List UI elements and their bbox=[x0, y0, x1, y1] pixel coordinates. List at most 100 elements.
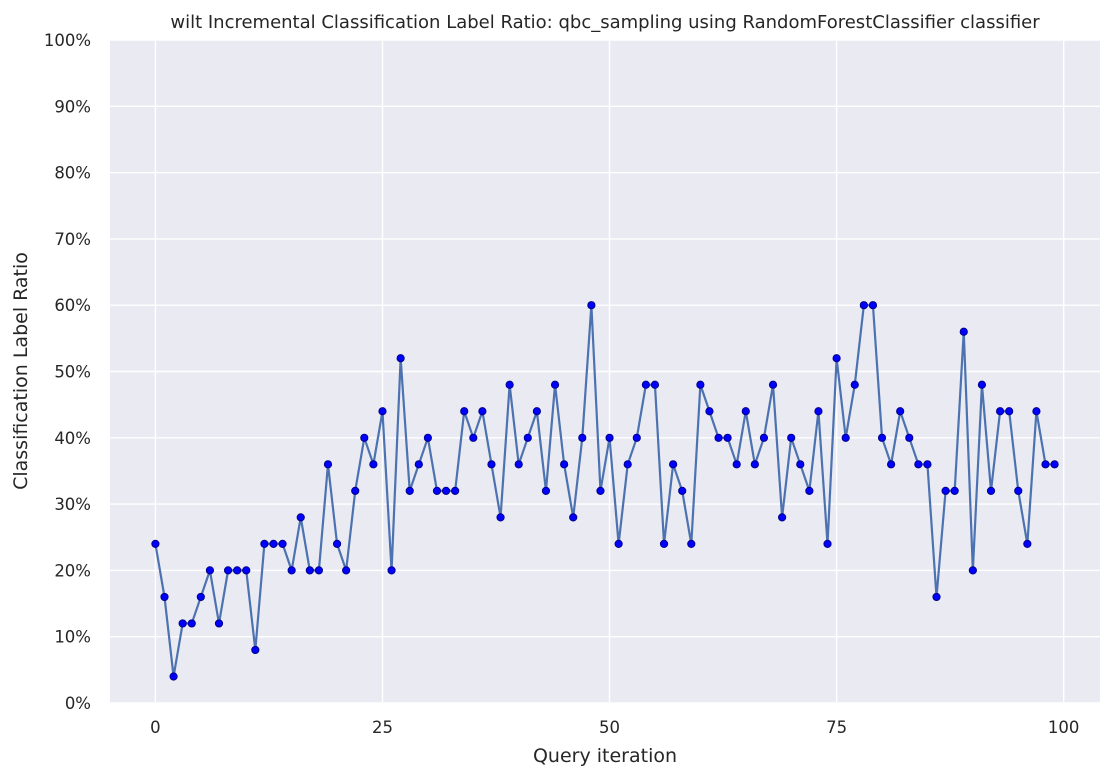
y-tick-labels: 0% 10% 20% 30% 40% 50% 60% 70% 80% 90% 100% bbox=[44, 31, 91, 713]
data-point bbox=[687, 539, 696, 548]
data-point bbox=[877, 433, 887, 442]
data-point bbox=[314, 566, 323, 575]
data-points bbox=[151, 301, 1059, 681]
data-point bbox=[451, 486, 460, 495]
data-point bbox=[205, 566, 215, 575]
data-point bbox=[678, 486, 687, 495]
data-point bbox=[305, 566, 314, 575]
data-point bbox=[260, 539, 269, 548]
data-point bbox=[414, 460, 423, 469]
data-point bbox=[296, 513, 305, 522]
data-point bbox=[214, 619, 224, 628]
data-point bbox=[650, 380, 660, 389]
data-point bbox=[1023, 539, 1032, 548]
data-point bbox=[523, 433, 532, 442]
data-point bbox=[977, 380, 987, 389]
data-point bbox=[251, 645, 260, 655]
data-point bbox=[478, 407, 487, 416]
data-point bbox=[351, 486, 360, 495]
y-tick-label: 0% bbox=[65, 694, 91, 713]
data-point bbox=[423, 433, 432, 442]
x-tick-label: 100 bbox=[1048, 718, 1080, 737]
data-point bbox=[914, 460, 923, 469]
data-point bbox=[242, 566, 251, 575]
data-point bbox=[287, 566, 296, 575]
data-point bbox=[659, 539, 669, 548]
data-point bbox=[269, 539, 278, 548]
x-tick-label: 50 bbox=[599, 718, 620, 737]
data-point bbox=[169, 672, 178, 681]
data-point bbox=[669, 460, 678, 469]
data-point bbox=[932, 592, 941, 602]
data-point bbox=[233, 566, 242, 575]
data-point bbox=[723, 433, 732, 442]
data-point bbox=[778, 513, 787, 522]
data-point bbox=[832, 354, 841, 363]
data-point bbox=[151, 539, 160, 548]
chart-title: wilt Incremental Classification Label Ra… bbox=[170, 12, 1040, 33]
data-point bbox=[596, 486, 605, 495]
data-point bbox=[587, 301, 596, 310]
data-point bbox=[387, 566, 396, 575]
data-point bbox=[950, 486, 959, 495]
data-point bbox=[160, 592, 169, 602]
data-point bbox=[750, 460, 759, 469]
y-tick-label: 10% bbox=[54, 628, 91, 647]
data-point bbox=[332, 539, 342, 548]
x-tick-labels: 0 25 50 75 100 bbox=[150, 718, 1079, 737]
y-tick-label: 30% bbox=[54, 495, 91, 514]
data-point bbox=[1041, 460, 1050, 469]
data-point bbox=[887, 460, 896, 469]
data-point bbox=[496, 513, 505, 522]
data-point bbox=[741, 407, 750, 416]
data-point bbox=[759, 433, 769, 442]
data-point bbox=[632, 433, 641, 442]
data-point bbox=[178, 619, 187, 628]
data-point bbox=[1005, 407, 1014, 416]
data-point bbox=[905, 433, 914, 442]
x-axis-label: Query iteration bbox=[533, 745, 677, 767]
data-point bbox=[859, 301, 868, 310]
data-point bbox=[378, 407, 387, 416]
data-point bbox=[514, 460, 523, 469]
data-point bbox=[223, 566, 233, 575]
data-point bbox=[814, 407, 823, 416]
data-point bbox=[323, 460, 333, 469]
y-axis-label: Classification Label Ratio bbox=[10, 252, 32, 490]
data-point bbox=[787, 433, 796, 442]
data-point bbox=[432, 486, 442, 495]
data-point bbox=[342, 566, 351, 575]
data-point bbox=[460, 407, 469, 416]
data-point bbox=[941, 486, 950, 495]
data-point bbox=[560, 460, 569, 469]
data-point bbox=[469, 433, 478, 442]
data-point bbox=[732, 460, 741, 469]
series-line-group bbox=[154, 304, 1055, 678]
data-point bbox=[605, 433, 614, 442]
data-point bbox=[823, 539, 832, 548]
data-point bbox=[360, 433, 369, 442]
data-point bbox=[1014, 486, 1023, 495]
y-tick-label: 50% bbox=[54, 363, 91, 382]
data-point bbox=[396, 354, 405, 363]
data-point bbox=[968, 566, 977, 575]
x-tick-label: 0 bbox=[150, 718, 161, 737]
y-tick-label: 60% bbox=[54, 296, 91, 315]
series-line bbox=[154, 304, 1055, 678]
y-tick-label: 80% bbox=[54, 164, 91, 183]
y-tick-label: 40% bbox=[54, 429, 91, 448]
data-point bbox=[569, 513, 578, 522]
y-tick-label: 70% bbox=[54, 230, 91, 249]
data-point bbox=[959, 327, 968, 336]
data-point bbox=[768, 380, 778, 389]
data-point bbox=[550, 380, 560, 389]
data-point bbox=[369, 460, 378, 469]
data-point bbox=[850, 380, 859, 389]
data-point bbox=[196, 592, 205, 602]
y-tick-label: 90% bbox=[54, 97, 91, 116]
data-point bbox=[532, 407, 541, 416]
y-tick-label: 20% bbox=[54, 561, 91, 580]
data-point bbox=[868, 301, 878, 310]
data-point bbox=[714, 433, 723, 442]
